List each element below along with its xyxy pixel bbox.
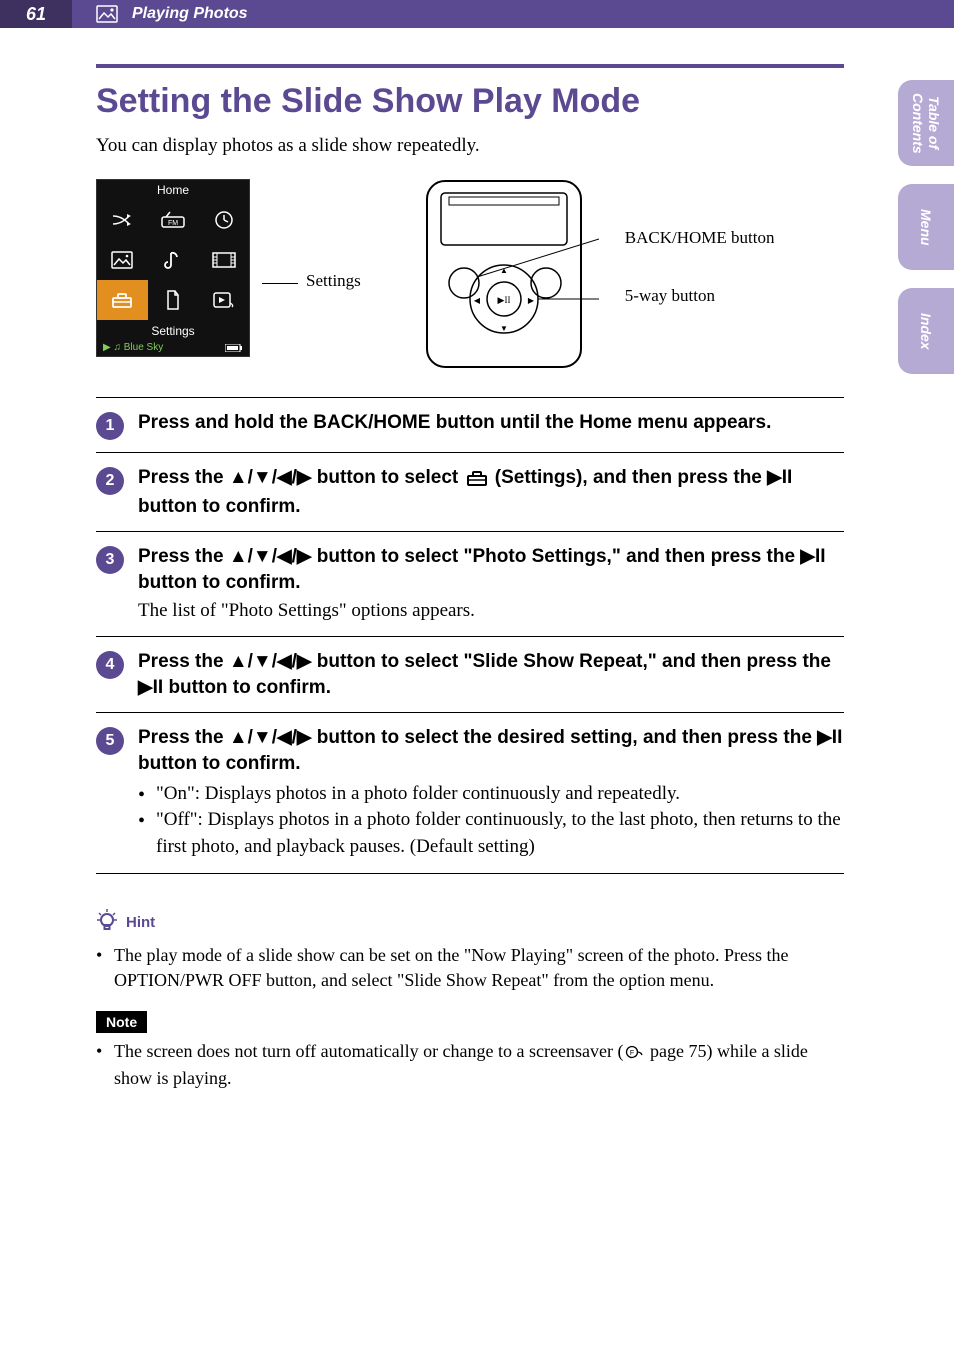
hint-header: Hint (96, 908, 844, 937)
svg-text:▶II: ▶II (497, 295, 510, 305)
back-home-label: BACK/HOME button (625, 227, 775, 249)
intro-text: You can display photos as a slide show r… (96, 135, 844, 157)
step-number: 4 (96, 651, 124, 679)
step-2: 2 Press the ▲/▼/◀/▶ button to select (Se… (96, 452, 844, 531)
tab-table-of-contents[interactable]: Table of Contents (898, 80, 954, 166)
step-heading: Press the ▲/▼/◀/▶ button to select (Sett… (138, 465, 844, 519)
home-cell-photo (97, 240, 148, 280)
now-playing-track: ▶ ♫ Blue Sky (103, 342, 163, 353)
steps-end-rule (96, 873, 844, 874)
step-number: 1 (96, 412, 124, 440)
tab-index[interactable]: Index (898, 288, 954, 374)
step-3: 3 Press the ▲/▼/◀/▶ button to select "Ph… (96, 531, 844, 636)
photo-section-icon (96, 5, 118, 23)
figure-row: Home FM Settings ▶ ♫ Blue Sky Settings (96, 179, 844, 369)
bullet-on: "On": Displays photos in a photo folder … (138, 781, 844, 808)
note-list: The screen does not turn off automatical… (96, 1039, 844, 1091)
svg-text:◀: ◀ (474, 296, 481, 305)
home-menu-footer: ▶ ♫ Blue Sky (97, 340, 249, 356)
page-content: Setting the Slide Show Play Mode You can… (0, 28, 954, 1091)
home-cell-fm: FM (148, 200, 199, 240)
hint-item: The play mode of a slide show can be set… (96, 943, 844, 993)
device-illustration: ▶II ▲ ▼ ◀ ▶ (409, 179, 599, 369)
home-cell-doc (148, 280, 199, 320)
home-cell-clock (198, 200, 249, 240)
five-way-label: 5-way button (625, 285, 775, 307)
step-heading: Press and hold the BACK/HOME button unti… (138, 410, 844, 436)
steps-list: 1 Press and hold the BACK/HOME button un… (96, 397, 844, 874)
home-cell-toolbox (97, 280, 148, 320)
svg-text:▶: ▶ (528, 296, 535, 305)
note-badge: Note (96, 1011, 147, 1033)
page-ref-icon: F (625, 1041, 643, 1066)
side-tabs: Table of Contents Menu Index (898, 80, 954, 374)
settings-callout: Settings (306, 271, 361, 291)
svg-text:F: F (630, 1050, 634, 1057)
step-5-bullets: "On": Displays photos in a photo folder … (138, 781, 844, 861)
step-4: 4 Press the ▲/▼/◀/▶ button to select "Sl… (96, 636, 844, 712)
home-cell-video (198, 240, 249, 280)
page-title: Setting the Slide Show Play Mode (96, 82, 844, 121)
title-rule (96, 64, 844, 68)
step-number: 3 (96, 546, 124, 574)
step-heading: Press the ▲/▼/◀/▶ button to select "Slid… (138, 649, 844, 700)
note-item: The screen does not turn off automatical… (96, 1039, 844, 1091)
breadcrumb: Playing Photos (132, 5, 248, 23)
step-1: 1 Press and hold the BACK/HOME button un… (96, 397, 844, 452)
toolbox-icon (467, 468, 487, 494)
leader-line-settings (262, 283, 298, 284)
hint-label: Hint (126, 914, 155, 931)
home-menu-subtitle: Settings (97, 320, 249, 340)
home-cell-nowplaying (198, 280, 249, 320)
bullet-off: "Off": Displays photos in a photo folder… (138, 807, 844, 860)
battery-icon (225, 344, 243, 352)
page-number: 61 (0, 0, 72, 28)
page-header: 61 Playing Photos (0, 0, 954, 28)
step-heading: Press the ▲/▼/◀/▶ button to select the d… (138, 725, 844, 776)
step-text: The list of "Photo Settings" options app… (138, 598, 844, 625)
tab-menu[interactable]: Menu (898, 184, 954, 270)
hint-list: The play mode of a slide show can be set… (96, 943, 844, 993)
home-cell-shuffle (97, 200, 148, 240)
svg-text:FM: FM (168, 220, 178, 227)
device-callouts: BACK/HOME button 5-way button (625, 227, 775, 307)
svg-text:▼: ▼ (500, 324, 508, 333)
step-5: 5 Press the ▲/▼/◀/▶ button to select the… (96, 712, 844, 872)
home-menu-title: Home (97, 180, 249, 200)
hint-icon (96, 908, 118, 937)
step-number: 2 (96, 467, 124, 495)
home-cell-music (148, 240, 199, 280)
step-heading: Press the ▲/▼/◀/▶ button to select "Phot… (138, 544, 844, 595)
step-number: 5 (96, 727, 124, 755)
home-menu-screenshot: Home FM Settings ▶ ♫ Blue Sky (96, 179, 250, 357)
